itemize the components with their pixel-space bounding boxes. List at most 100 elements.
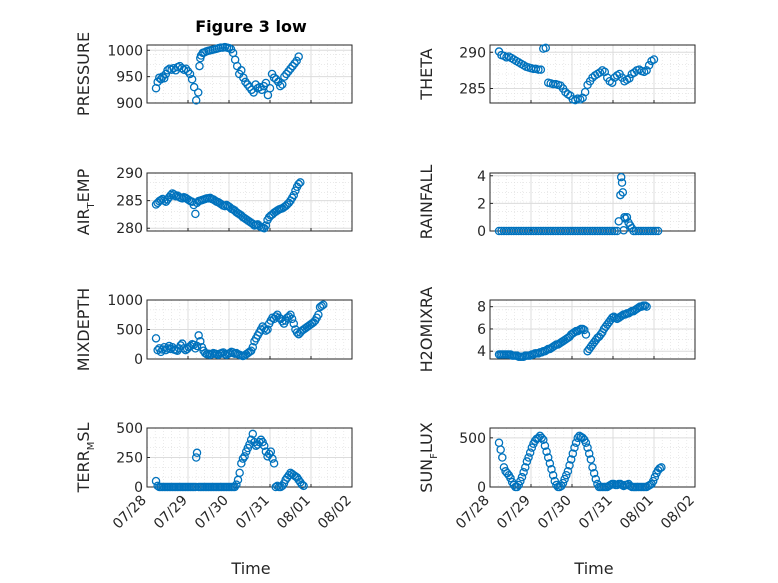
subplot-rainfall: 0 2 4 RAINFALL xyxy=(417,165,696,240)
data-point xyxy=(178,339,187,348)
y-tick-label: 4 xyxy=(477,344,486,360)
subplot-h2omixra: 4 6 8 H2OMIXRA xyxy=(417,287,696,373)
data-point xyxy=(191,96,201,105)
data-point xyxy=(514,480,523,490)
data-point xyxy=(648,226,658,236)
y-axis-label-subscript: T xyxy=(86,201,97,209)
data-point xyxy=(657,463,666,472)
data-point xyxy=(187,75,197,84)
y-tick-label: 290 xyxy=(116,166,143,182)
y-tick-label: 1000 xyxy=(107,43,143,59)
data-point xyxy=(296,178,305,187)
data-point xyxy=(536,65,546,74)
data-point xyxy=(516,476,525,486)
y-tick-label: 6 xyxy=(477,322,486,338)
data-point xyxy=(238,454,248,463)
data-point xyxy=(248,429,258,439)
data-point xyxy=(560,474,569,484)
axes-box xyxy=(146,44,353,104)
data-point xyxy=(290,59,299,68)
data-point xyxy=(235,468,244,478)
data-point xyxy=(263,325,272,334)
subplot-theta: 285 290 THETA xyxy=(417,43,696,105)
data-point xyxy=(319,300,328,309)
data-point xyxy=(261,78,271,88)
y-tick-label: 250 xyxy=(116,451,143,467)
data-point xyxy=(543,453,553,462)
data-point xyxy=(591,474,601,484)
data-point xyxy=(317,301,326,311)
data-point xyxy=(595,68,605,77)
data-point xyxy=(589,468,599,478)
data-point xyxy=(653,226,663,236)
y-axis-label-base: AIR xyxy=(74,208,93,235)
subplot-mixdepth: 0 500 1000 MIXDEPTH xyxy=(74,288,353,371)
data-point xyxy=(568,449,578,458)
axes-box xyxy=(489,172,696,232)
data-point xyxy=(287,314,297,324)
data-point xyxy=(534,65,543,74)
axes-box xyxy=(489,299,696,360)
y-tick-label: 900 xyxy=(116,96,143,112)
data-point xyxy=(640,301,650,310)
y-tick-label: 500 xyxy=(459,431,486,447)
data-point xyxy=(539,435,548,445)
y-axis-label-base: SUN xyxy=(417,459,436,493)
data-point xyxy=(525,448,535,457)
data-point xyxy=(261,326,271,335)
y-axis-label: AIRTEMP xyxy=(74,168,97,235)
y-axis-label-base: TERR xyxy=(74,450,93,493)
subplot-pressure: 900 950 1000 PRESSURE xyxy=(74,32,353,116)
data-point xyxy=(269,459,279,468)
y-tick-label: 280 xyxy=(116,221,143,237)
data-point xyxy=(193,88,203,97)
data-point xyxy=(642,302,651,311)
y-axis-label: H2OMIXRA xyxy=(417,287,436,373)
data-point xyxy=(610,226,619,236)
data-point xyxy=(586,455,596,464)
axes-box xyxy=(146,172,353,232)
subplot-air-temp: 280 285 290 AIRTEMP xyxy=(74,166,353,237)
data-point xyxy=(248,342,258,352)
data-point xyxy=(189,82,199,92)
data-point xyxy=(506,473,515,483)
data-point xyxy=(191,209,200,219)
data-point xyxy=(524,453,533,462)
data-point xyxy=(185,69,195,79)
data-point xyxy=(289,190,299,200)
data-point xyxy=(565,461,574,470)
data-point xyxy=(286,310,295,319)
data-point xyxy=(278,80,287,89)
data-point xyxy=(581,330,591,339)
data-point xyxy=(607,78,617,87)
y-tick-label: 8 xyxy=(477,300,486,316)
data-point xyxy=(247,85,256,95)
y-axis-label: PRESSURE xyxy=(74,32,93,116)
data-point xyxy=(650,472,660,482)
data-point xyxy=(260,441,269,450)
data-point xyxy=(194,331,203,340)
y-axis-label: SUNFLUX xyxy=(417,422,440,492)
data-point xyxy=(537,433,546,443)
data-point xyxy=(496,445,505,454)
data-point xyxy=(548,470,558,480)
data-point xyxy=(291,186,300,195)
data-point xyxy=(517,472,527,482)
data-point xyxy=(191,453,201,462)
data-point xyxy=(617,178,627,187)
axes-box xyxy=(489,44,696,104)
data-point xyxy=(648,476,658,486)
data-point xyxy=(271,75,281,84)
data-point xyxy=(232,480,241,489)
y-tick-label: 0 xyxy=(477,480,486,496)
y-tick-label: 0 xyxy=(477,224,486,240)
data-point xyxy=(181,64,191,73)
data-point xyxy=(542,447,551,456)
data-point xyxy=(289,319,299,328)
y-tick-label: 290 xyxy=(459,45,486,61)
data-point xyxy=(151,334,161,343)
y-tick-label: 0 xyxy=(134,352,143,368)
data-point xyxy=(547,465,556,474)
